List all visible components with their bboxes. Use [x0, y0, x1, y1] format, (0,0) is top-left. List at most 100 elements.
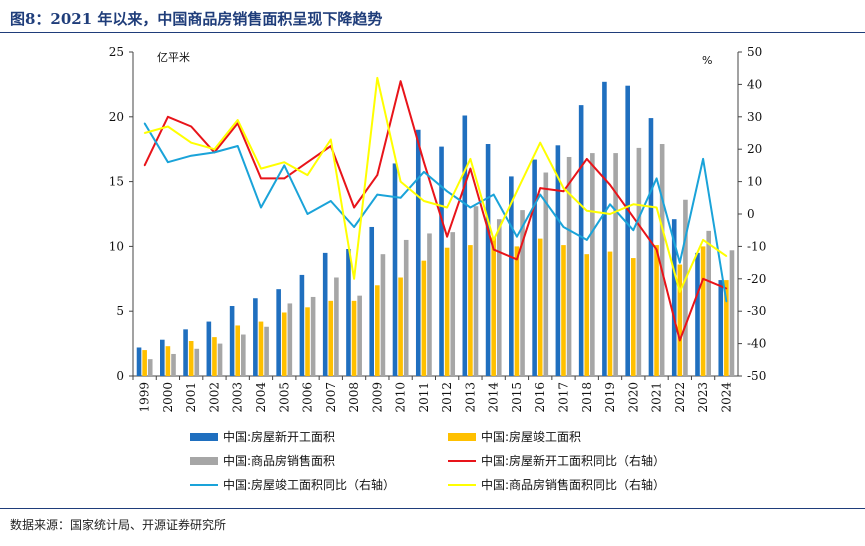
x-tick-label: 2011	[417, 382, 431, 413]
bar	[566, 156, 572, 376]
bar	[281, 312, 287, 376]
line-point	[725, 255, 728, 257]
bar	[310, 296, 316, 376]
line-point	[446, 190, 448, 193]
left-tick-label: 10	[109, 239, 124, 253]
x-tick-label: 2000	[161, 382, 175, 413]
x-tick-label: 2006	[301, 382, 315, 413]
line-point	[492, 248, 495, 251]
line-point	[469, 167, 472, 170]
bar	[561, 245, 566, 376]
x-tick-label: 2023	[696, 382, 710, 413]
x-tick-label: 2010	[394, 382, 408, 413]
bar	[695, 252, 700, 376]
x-tick-label: 2024	[719, 382, 733, 413]
line-point	[260, 167, 262, 170]
bar	[654, 245, 659, 376]
bar	[299, 274, 305, 376]
line-point	[143, 132, 146, 134]
line-point	[609, 203, 611, 206]
line-point	[609, 213, 611, 215]
x-tick-label: 2008	[347, 382, 361, 413]
x-tick-label: 2015	[510, 382, 524, 413]
line-point	[330, 200, 332, 202]
line-point	[213, 151, 216, 154]
line-point	[190, 141, 192, 144]
bar	[444, 247, 450, 376]
line-point	[586, 158, 588, 160]
line-point	[399, 180, 402, 183]
line-point	[469, 206, 472, 209]
bar	[212, 337, 217, 376]
line-point	[353, 226, 355, 228]
bar	[724, 280, 729, 376]
line-point	[143, 122, 146, 125]
bar	[415, 129, 421, 376]
x-tick-label: 2012	[440, 382, 454, 413]
right-tick-label: 20	[747, 142, 762, 156]
line-point	[260, 177, 262, 180]
bar	[142, 350, 147, 376]
bar	[630, 258, 636, 376]
x-tick-label: 2014	[487, 382, 501, 413]
right-tick-label: 40	[747, 77, 762, 91]
line-point	[399, 197, 402, 199]
bar	[346, 248, 351, 376]
line-point	[702, 239, 704, 241]
bar	[351, 300, 357, 376]
right-tick-label: -30	[747, 304, 766, 318]
bar	[683, 199, 688, 376]
line-point	[213, 148, 216, 150]
x-tick-label: 2017	[556, 382, 570, 413]
bar	[636, 147, 642, 376]
line-point	[423, 161, 425, 163]
line-point	[562, 190, 565, 193]
bar	[380, 254, 386, 376]
bar	[468, 245, 473, 376]
bar	[206, 321, 212, 376]
line-point	[492, 193, 495, 196]
bar	[421, 260, 427, 376]
x-tick-label: 2009	[370, 382, 384, 413]
line-point	[469, 158, 472, 160]
x-tick-label: 2004	[254, 382, 268, 413]
bar	[322, 252, 328, 376]
legend-label: 中国:商品房销售面积同比（右轴）	[481, 477, 665, 492]
left-unit-label: 亿平米	[157, 51, 190, 64]
x-tick-label: 2020	[626, 382, 640, 413]
bar	[369, 226, 375, 376]
line-point	[679, 291, 681, 293]
bar	[287, 303, 293, 376]
bar	[496, 219, 502, 376]
legend-label: 中国:房屋新开工面积	[223, 429, 335, 444]
bar	[491, 237, 496, 376]
line-point	[376, 77, 379, 79]
bar	[537, 238, 543, 376]
bar	[403, 239, 409, 376]
line-point	[446, 235, 448, 238]
line-point	[655, 206, 658, 209]
source-rule	[0, 508, 865, 509]
line-point	[283, 161, 286, 163]
bar	[160, 339, 165, 376]
line-point	[167, 161, 169, 163]
bar	[375, 285, 380, 376]
bar	[677, 264, 683, 376]
right-tick-label: -10	[747, 239, 766, 253]
source-note: 数据来源：国家统计局、开源证券研究所	[10, 518, 227, 532]
left-tick-label: 0	[116, 369, 124, 383]
line-point	[632, 216, 635, 218]
right-tick-label: 10	[747, 175, 762, 189]
title-rule	[0, 32, 865, 33]
bar	[427, 233, 432, 376]
line-point	[167, 116, 169, 118]
left-tick-label: 20	[109, 110, 124, 124]
series-line	[144, 76, 727, 293]
x-tick-label: 2005	[277, 382, 291, 413]
bar	[729, 250, 735, 376]
line-point	[539, 187, 541, 189]
right-unit-label: %	[702, 54, 712, 67]
legend-label: 中国:商品房销售面积	[223, 453, 335, 468]
bar	[473, 206, 479, 376]
